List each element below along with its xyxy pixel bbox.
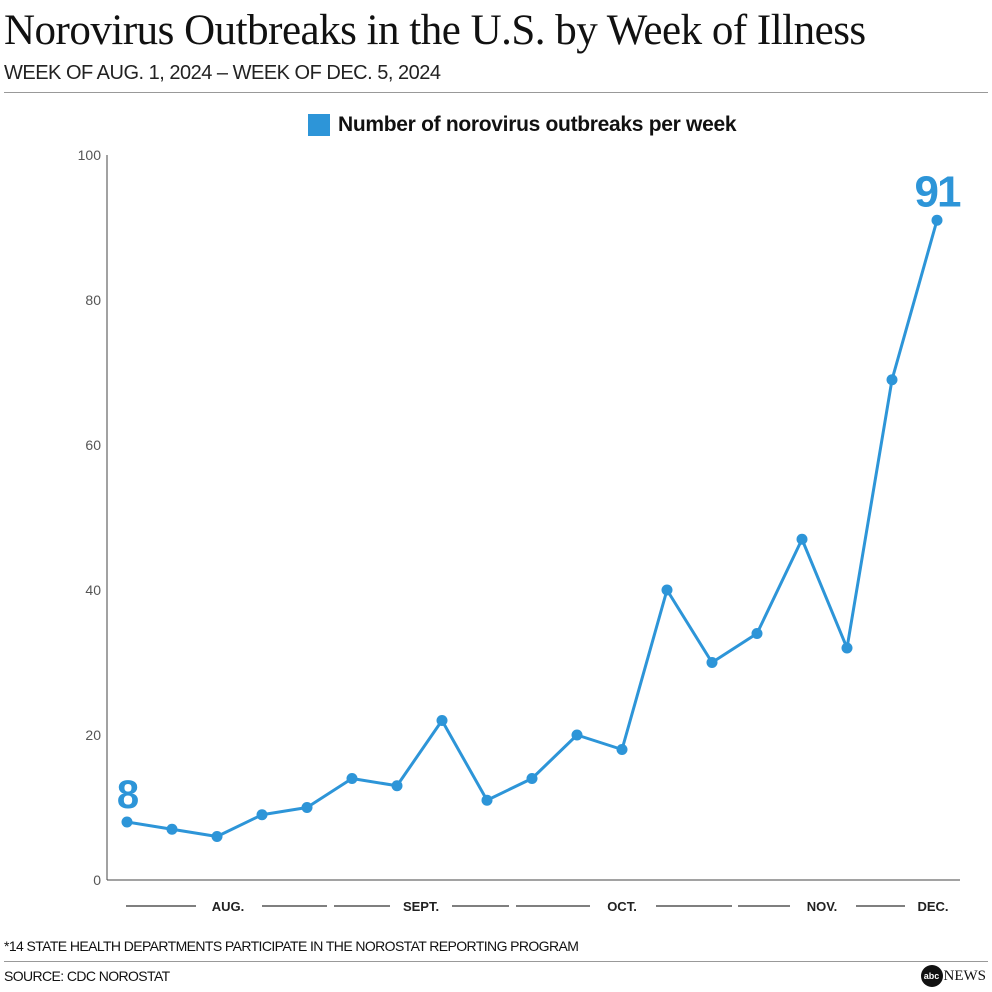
month-label: DEC. <box>917 899 948 914</box>
data-point <box>571 729 583 741</box>
y-tick-label: 100 <box>78 147 102 163</box>
data-label: 8 <box>117 773 139 817</box>
data-point <box>121 816 133 828</box>
y-tick-label: 60 <box>85 437 101 453</box>
chart-subtitle: WEEK OF AUG. 1, 2024 – WEEK OF DEC. 5, 2… <box>4 62 441 84</box>
data-point <box>436 715 448 726</box>
legend: Number of norovirus outbreaks per week <box>308 113 737 137</box>
legend-swatch <box>308 114 330 136</box>
data-point <box>301 802 313 813</box>
data-point <box>166 823 178 835</box>
data-label: 91 <box>915 167 961 216</box>
data-point <box>661 584 673 596</box>
data-point <box>346 773 358 784</box>
y-tick-label: 0 <box>93 872 101 888</box>
data-point <box>616 744 628 755</box>
data-point <box>256 809 268 821</box>
data-point <box>841 642 853 654</box>
y-tick-label: 80 <box>85 292 101 308</box>
logo-text: NEWS <box>943 967 987 984</box>
divider <box>4 961 988 962</box>
month-label: OCT. <box>607 899 637 914</box>
data-point <box>751 628 763 639</box>
data-point <box>391 780 403 792</box>
divider <box>4 92 988 93</box>
data-point <box>796 533 808 545</box>
series-line <box>126 219 939 838</box>
data-point <box>481 794 493 806</box>
line-chart: 0 20 40 60 80 100 8 91 AUG. SEPT. OCT. NOV. DEC. <box>78 147 963 914</box>
y-tick-label: 40 <box>85 582 101 598</box>
footnote: *14 STATE HEALTH DEPARTMENTS PARTICIPATE… <box>4 938 579 954</box>
source: SOURCE: CDC NOROSTAT <box>4 968 170 984</box>
data-point <box>211 831 223 842</box>
data-point <box>526 773 538 784</box>
y-tick-label: 20 <box>85 727 101 743</box>
abc-logo-mark: abc <box>920 965 943 987</box>
data-point <box>886 374 898 386</box>
chart-title: Norovirus Outbreaks in the U.S. by Week … <box>4 7 866 54</box>
data-point <box>931 214 943 226</box>
abc-news-logo: abc NEWS <box>920 965 987 987</box>
data-point <box>706 657 718 668</box>
month-label: NOV. <box>807 899 838 914</box>
legend-label: Number of norovirus outbreaks per week <box>338 113 737 136</box>
month-label: SEPT. <box>403 899 439 914</box>
month-label: AUG. <box>212 899 245 914</box>
